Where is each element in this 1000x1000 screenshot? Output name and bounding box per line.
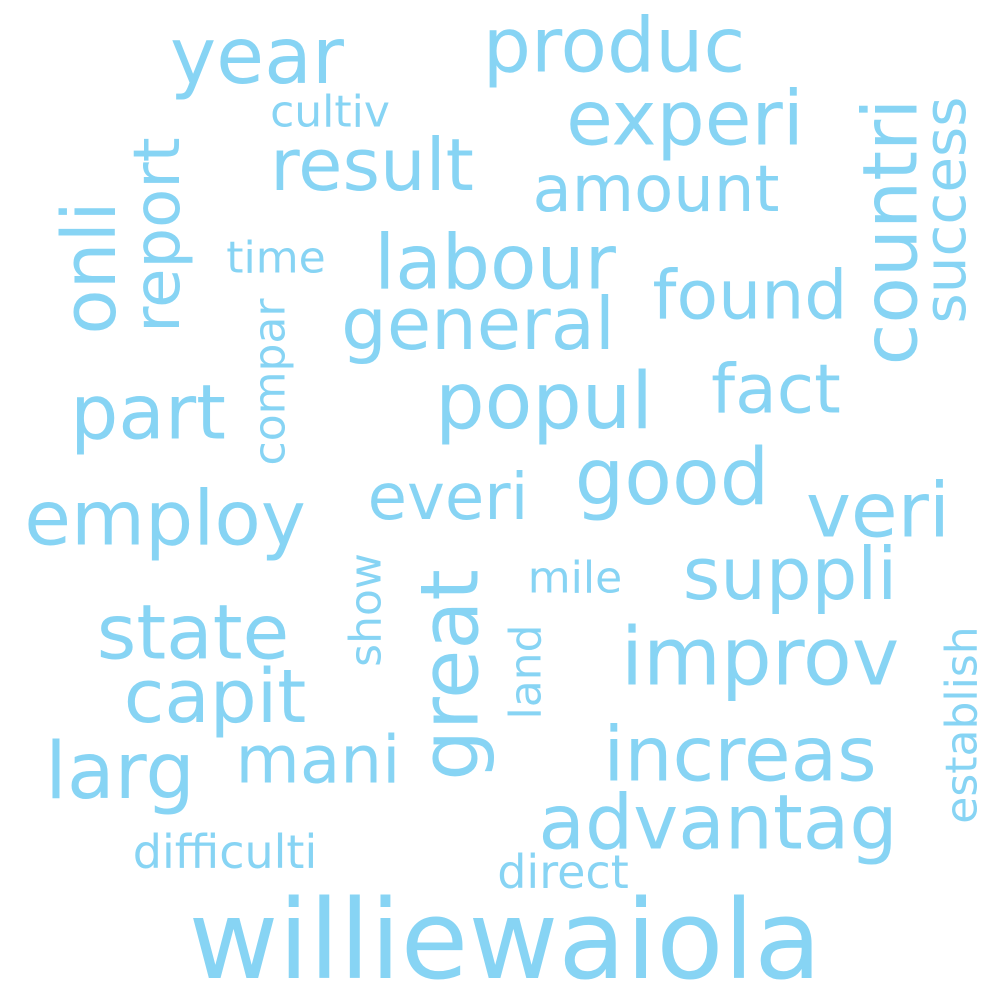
word-result: result <box>270 123 474 207</box>
word-labour: labour <box>374 218 617 307</box>
word-capit: capit <box>124 654 307 740</box>
word-improv: improv <box>621 611 899 704</box>
word-advantag: advantag <box>538 778 897 867</box>
word-cultiv: cultiv <box>270 87 390 138</box>
word-great: great <box>404 569 497 781</box>
word-amount: amount <box>533 153 780 227</box>
word-popul: popul <box>435 357 653 447</box>
word-group: williewaiola year produc experi result a… <box>24 1 987 1000</box>
word-report: report <box>121 137 195 332</box>
word-experi: experi <box>566 74 804 163</box>
word-establish: establish <box>937 626 988 823</box>
word-part: part <box>70 368 226 457</box>
word-general: general <box>341 282 615 366</box>
word-larg: larg <box>45 727 195 817</box>
word-suppli: suppli <box>683 532 898 616</box>
word-show: show <box>341 553 392 667</box>
word-good: good <box>575 433 769 523</box>
word-success: success <box>911 97 979 324</box>
word-employ: employ <box>24 474 306 563</box>
word-veri: veri <box>806 466 950 555</box>
word-state: state <box>97 588 290 677</box>
word-mani: mani <box>236 722 401 799</box>
word-onli: onli <box>47 201 133 334</box>
word-year: year <box>170 12 345 102</box>
word-produc: produc <box>483 1 746 90</box>
word-mile: mile <box>528 553 622 604</box>
word-countri: countri <box>846 99 935 366</box>
word-williewaiola: williewaiola <box>188 876 821 1000</box>
word-found: found <box>653 257 848 336</box>
word-compar: compar <box>245 298 296 466</box>
word-increas: increas <box>603 710 877 799</box>
word-direct: direct <box>497 845 629 899</box>
word-land: land <box>501 624 552 719</box>
word-time: time <box>226 233 325 284</box>
word-everi: everi <box>368 461 529 535</box>
word-difficulti: difficulti <box>133 825 318 879</box>
word-fact: fact <box>711 351 841 430</box>
